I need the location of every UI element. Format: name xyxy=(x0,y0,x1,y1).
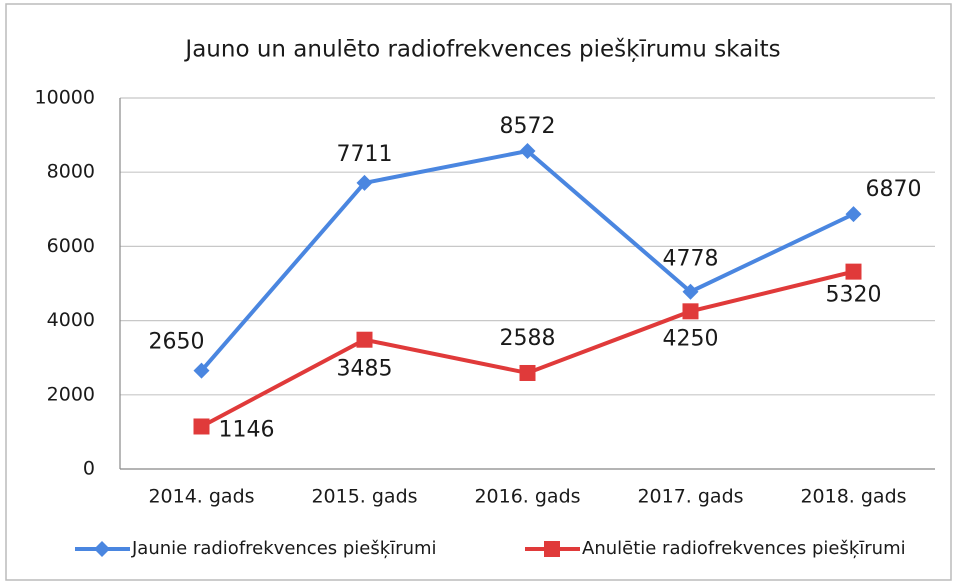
x-tick-label: 2015. gads xyxy=(311,486,417,508)
data-label: 1146 xyxy=(219,417,275,442)
marker xyxy=(356,174,373,191)
marker xyxy=(682,283,699,300)
y-tick-label: 8000 xyxy=(47,161,95,183)
y-tick-label: 4000 xyxy=(47,309,95,331)
x-tick-label: 2014. gads xyxy=(148,486,254,508)
marker xyxy=(519,142,536,159)
y-tick-label: 2000 xyxy=(47,383,95,405)
marker xyxy=(519,364,536,381)
marker xyxy=(845,263,862,280)
marker xyxy=(94,541,110,557)
marker xyxy=(356,331,373,348)
data-label: 2650 xyxy=(149,330,205,355)
chart-title: Jauno un anulēto radiofrekvences piešķīr… xyxy=(183,37,780,63)
data-label: 4250 xyxy=(663,326,719,351)
legend-label: Anulētie radiofrekvences piešķīrumi xyxy=(582,538,906,559)
chart-frame xyxy=(5,3,952,581)
x-tick-label: 2017. gads xyxy=(637,486,743,508)
x-tick-label: 2016. gads xyxy=(474,486,580,508)
y-tick-label: 0 xyxy=(83,458,95,480)
data-label: 7711 xyxy=(337,142,393,167)
marker xyxy=(845,206,862,223)
legend-label: Jaunie radiofrekvences piešķīrumi xyxy=(131,538,437,559)
data-label: 6870 xyxy=(866,177,922,202)
data-label: 5320 xyxy=(826,283,882,308)
x-tick-label: 2018. gads xyxy=(800,486,906,508)
marker xyxy=(544,541,560,557)
data-label: 8572 xyxy=(500,114,556,139)
data-label: 4778 xyxy=(663,247,719,272)
marker xyxy=(193,418,210,435)
marker xyxy=(193,362,210,379)
data-label: 3485 xyxy=(337,357,393,382)
y-tick-label: 6000 xyxy=(47,235,95,257)
y-tick-label: 10000 xyxy=(35,87,95,109)
marker xyxy=(682,303,699,320)
data-label: 2588 xyxy=(500,326,556,351)
